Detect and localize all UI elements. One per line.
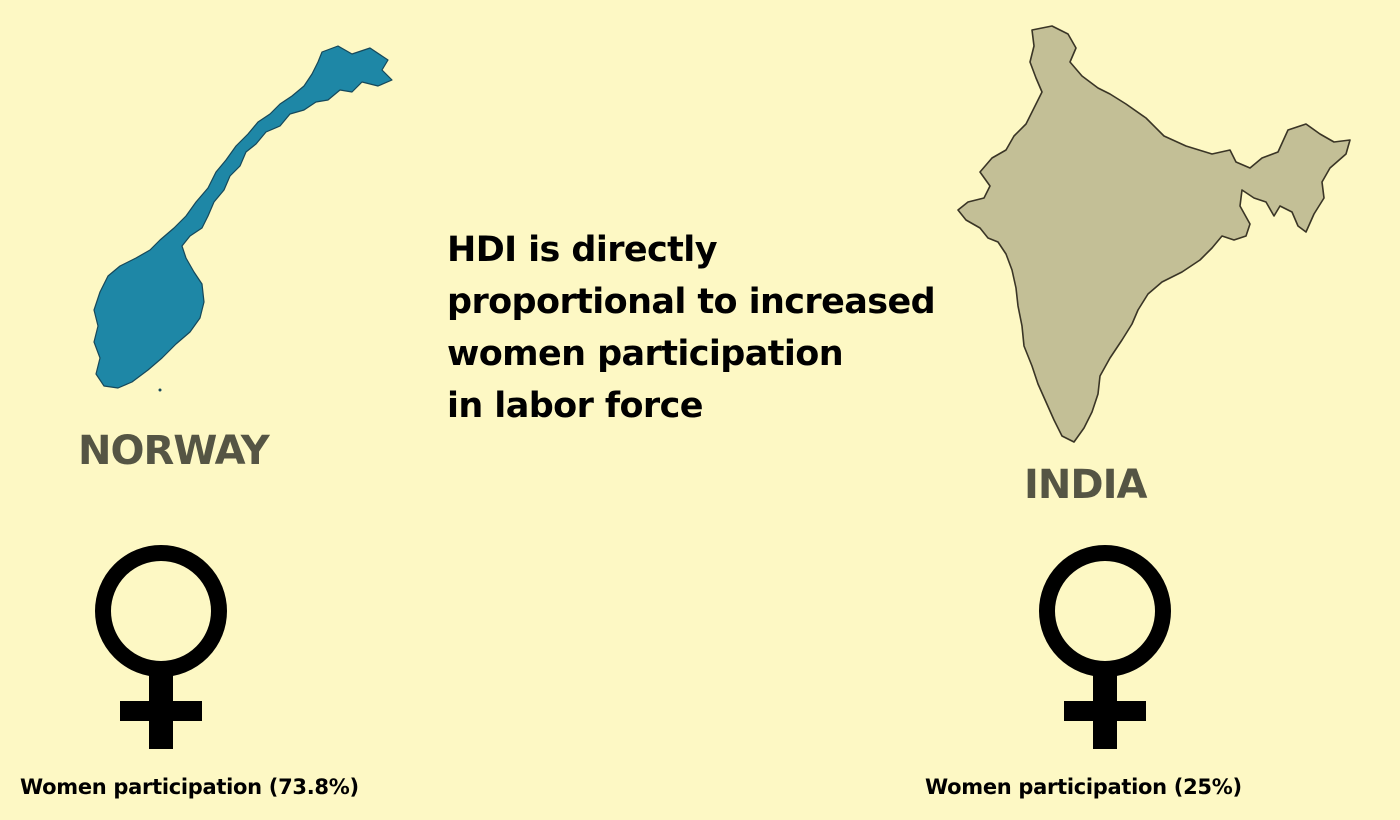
norway-participation-text: Women participation (73.8%)	[20, 775, 359, 799]
headline-line-1: HDI is directly	[447, 230, 718, 270]
headline-line-2: proportional to increased	[447, 282, 936, 322]
headline-line-3: women participation	[447, 334, 844, 374]
headline-line-4: in labor force	[447, 386, 703, 426]
headline: HDI is directly proportional to increase…	[447, 224, 1007, 432]
female-symbol-icon	[95, 545, 227, 749]
india-label: INDIA	[1024, 462, 1147, 508]
norway-label: NORWAY	[78, 428, 270, 474]
female-symbol-icon	[1039, 545, 1171, 749]
india-participation-text: Women participation (25%)	[925, 775, 1242, 799]
india-map-shape	[957, 25, 1351, 443]
norway-map	[93, 45, 393, 392]
norway-map-shape	[93, 45, 393, 389]
india-map	[957, 25, 1351, 443]
norway-map-dot	[158, 388, 162, 392]
